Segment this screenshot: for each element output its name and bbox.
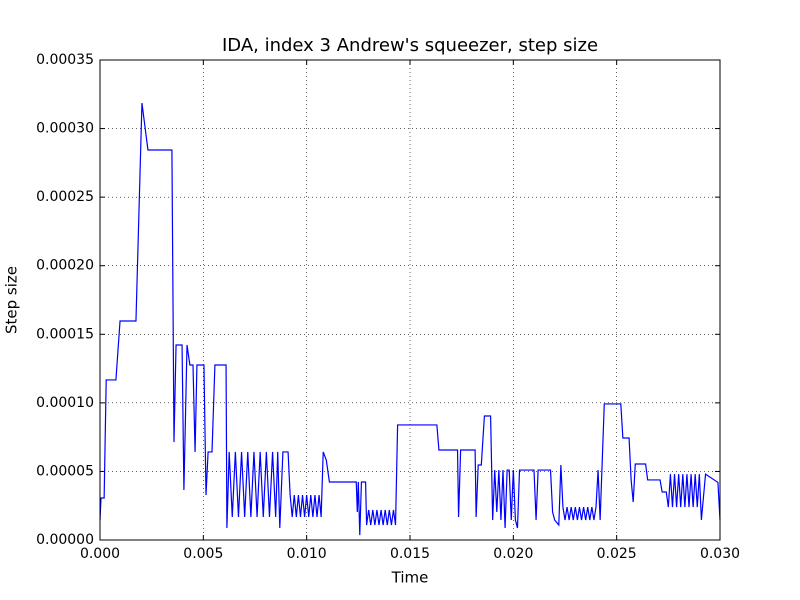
y-tick-label: 0.00015 (36, 326, 94, 342)
y-tick-label: 0.00030 (36, 121, 94, 137)
x-tick-label: 0.015 (390, 546, 430, 562)
x-tick-label: 0.000 (80, 546, 120, 562)
x-tick-label: 0.020 (493, 546, 533, 562)
y-tick-label: 0.00000 (36, 532, 94, 548)
x-tick-label: 0.010 (287, 546, 327, 562)
x-tick-label: 0.005 (183, 546, 223, 562)
plot-frame (99, 59, 721, 541)
chart-title: IDA, index 3 Andrew's squeezer, step siz… (222, 35, 598, 56)
y-tick-label: 0.00025 (36, 189, 94, 205)
y-axis-label: Step size (3, 266, 21, 334)
y-tick-label: 0.00020 (36, 258, 94, 274)
y-tick-label: 0.00010 (36, 395, 94, 411)
x-tick-label: 0.030 (700, 546, 740, 562)
x-tick-label: 0.025 (597, 546, 637, 562)
y-tick-label: 0.00005 (36, 463, 94, 479)
x-axis-label: Time (391, 569, 429, 587)
data-line (99, 102, 721, 536)
y-tick-label: 0.00035 (36, 52, 94, 68)
